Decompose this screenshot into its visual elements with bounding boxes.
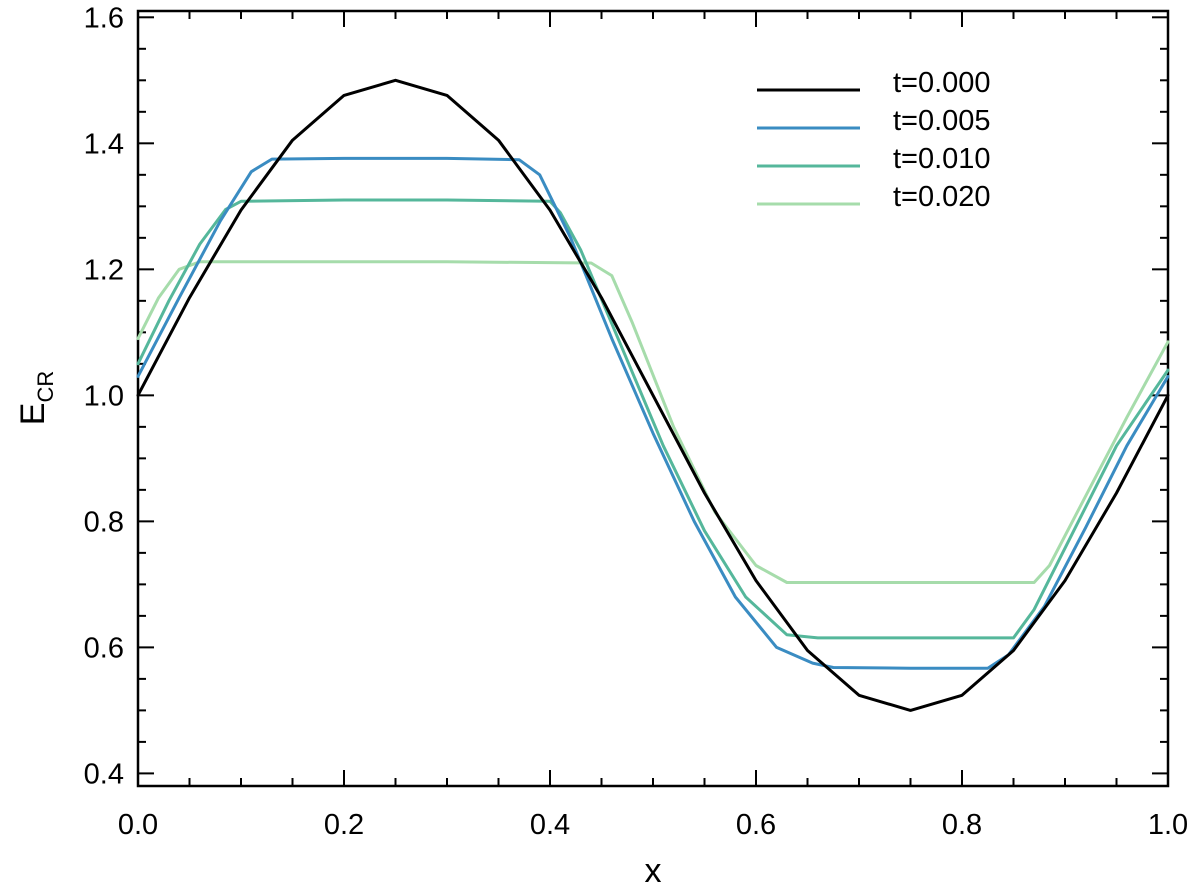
- y-axis-title-main: E: [14, 403, 52, 426]
- x-tick-label: 0.8: [942, 809, 982, 841]
- y-tick-label: 0.8: [84, 506, 124, 538]
- series-line: [136, 156, 1170, 670]
- legend: t=0.000 t=0.005 t=0.010 t=0.020: [757, 67, 991, 213]
- y-axis-title: ECR: [14, 371, 58, 425]
- legend-label: t=0.010: [893, 143, 991, 175]
- series-line: [136, 78, 1170, 712]
- y-axis-title-subscript: CR: [33, 371, 58, 403]
- series-line: [136, 198, 1170, 640]
- x-tick-label: 0.0: [118, 809, 158, 841]
- x-tick-label: 0.4: [530, 809, 570, 841]
- y-tick-label: 1.2: [84, 254, 124, 286]
- legend-label: t=0.020: [893, 181, 991, 213]
- series-lines: [136, 78, 1170, 712]
- x-tick-label: 0.2: [324, 809, 364, 841]
- y-tick-label: 0.4: [84, 758, 124, 790]
- axis-ticks: [137, 11, 1169, 786]
- y-tick-label: 1.4: [84, 128, 124, 160]
- x-tick-label: 0.6: [736, 809, 776, 841]
- x-axis-title: x: [645, 852, 662, 888]
- y-tick-label: 0.6: [84, 632, 124, 664]
- legend-label: t=0.000: [893, 67, 991, 99]
- y-tick-label: 1.0: [84, 380, 124, 412]
- y-tick-label: 1.6: [84, 2, 124, 34]
- legend-label: t=0.005: [893, 105, 991, 137]
- tick-labels: 0.0 0.2 0.4 0.6 0.8 1.0 0.4 0.6 0.8 1.0 1.2 1.4 1.6: [84, 2, 1188, 841]
- x-tick-label: 1.0: [1148, 809, 1188, 841]
